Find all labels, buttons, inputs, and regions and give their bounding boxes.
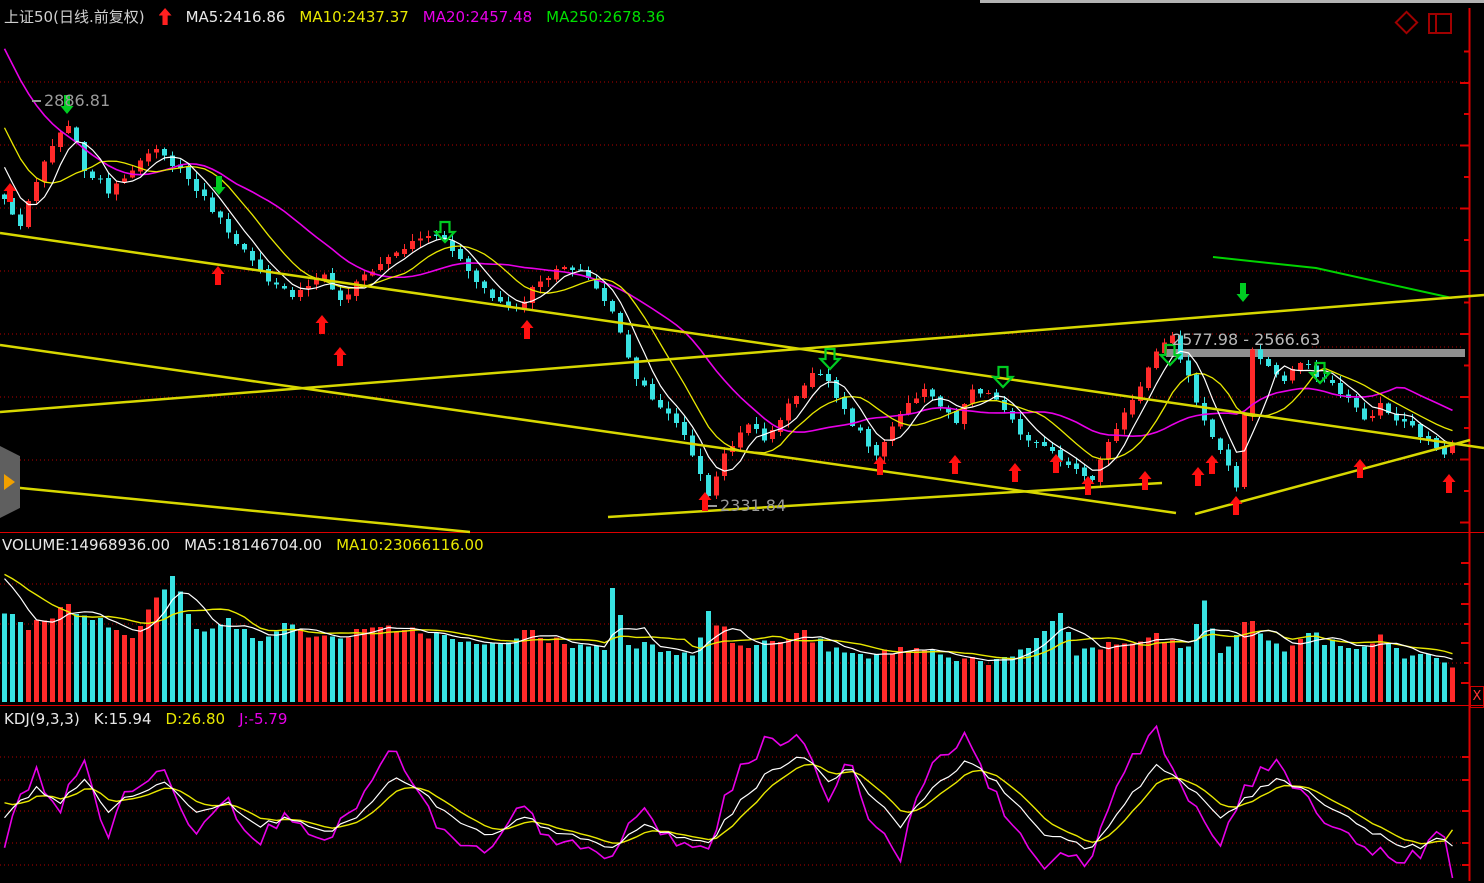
kdj-lines-layer xyxy=(3,724,1454,879)
ma-lines-layer xyxy=(3,48,1453,472)
kdj-header: KDJ(9,3,3) K:15.94 D:26.80 J:-5.79 xyxy=(4,710,287,728)
trendlines-layer xyxy=(0,231,1484,534)
marker-tick-icon xyxy=(32,99,41,102)
indicator-close-button[interactable]: X xyxy=(1470,686,1484,708)
panel-frame-layer xyxy=(0,8,1484,881)
symbol-title: 上证50(日线.前复权) xyxy=(4,8,145,26)
expand-arrow-icon xyxy=(4,474,15,490)
ma20-legend: MA20:2457.48 xyxy=(422,7,533,26)
window-edge-strip xyxy=(980,0,1484,3)
volume-value: VOLUME:14968936.00 xyxy=(2,536,171,554)
window-layout-icon[interactable] xyxy=(1428,13,1452,34)
volume-bars-layer xyxy=(2,575,1455,702)
kdj-j: J:-5.79 xyxy=(239,710,288,728)
ma5-legend: MA5:2416.86 xyxy=(185,7,286,26)
ma10-legend: MA10:2437.37 xyxy=(299,7,409,26)
period-high-label: 2886.81 xyxy=(32,91,110,110)
ma250-legend: MA250:2678.36 xyxy=(546,7,666,26)
range-bar-layer xyxy=(1166,349,1465,357)
candles-layer xyxy=(2,120,1455,499)
marked-range-label: 2577.98 - 2566.63 xyxy=(1172,330,1321,349)
sidebar-collapse-handle[interactable] xyxy=(0,446,20,518)
period-low-label: 2331.84 xyxy=(708,496,786,515)
trend-up-arrow-icon xyxy=(158,8,172,25)
signal-arrows-layer xyxy=(3,95,1456,515)
volume-header: VOLUME:14968936.00 MA5:18146704.00 MA10:… xyxy=(2,536,484,554)
kdj-k: K:15.94 xyxy=(93,710,152,728)
kdj-d: D:26.80 xyxy=(165,710,226,728)
kdj-title: KDJ(9,3,3) xyxy=(4,710,80,728)
main-chart-header: 上证50(日线.前复权) MA5:2416.86 MA10:2437.37 MA… xyxy=(4,6,665,27)
volume-ma-layer xyxy=(4,573,1453,662)
marker-tick-icon xyxy=(708,504,717,507)
volume-ma5: MA5:18146704.00 xyxy=(184,536,323,554)
volume-ma10: MA10:23066116.00 xyxy=(336,536,484,554)
